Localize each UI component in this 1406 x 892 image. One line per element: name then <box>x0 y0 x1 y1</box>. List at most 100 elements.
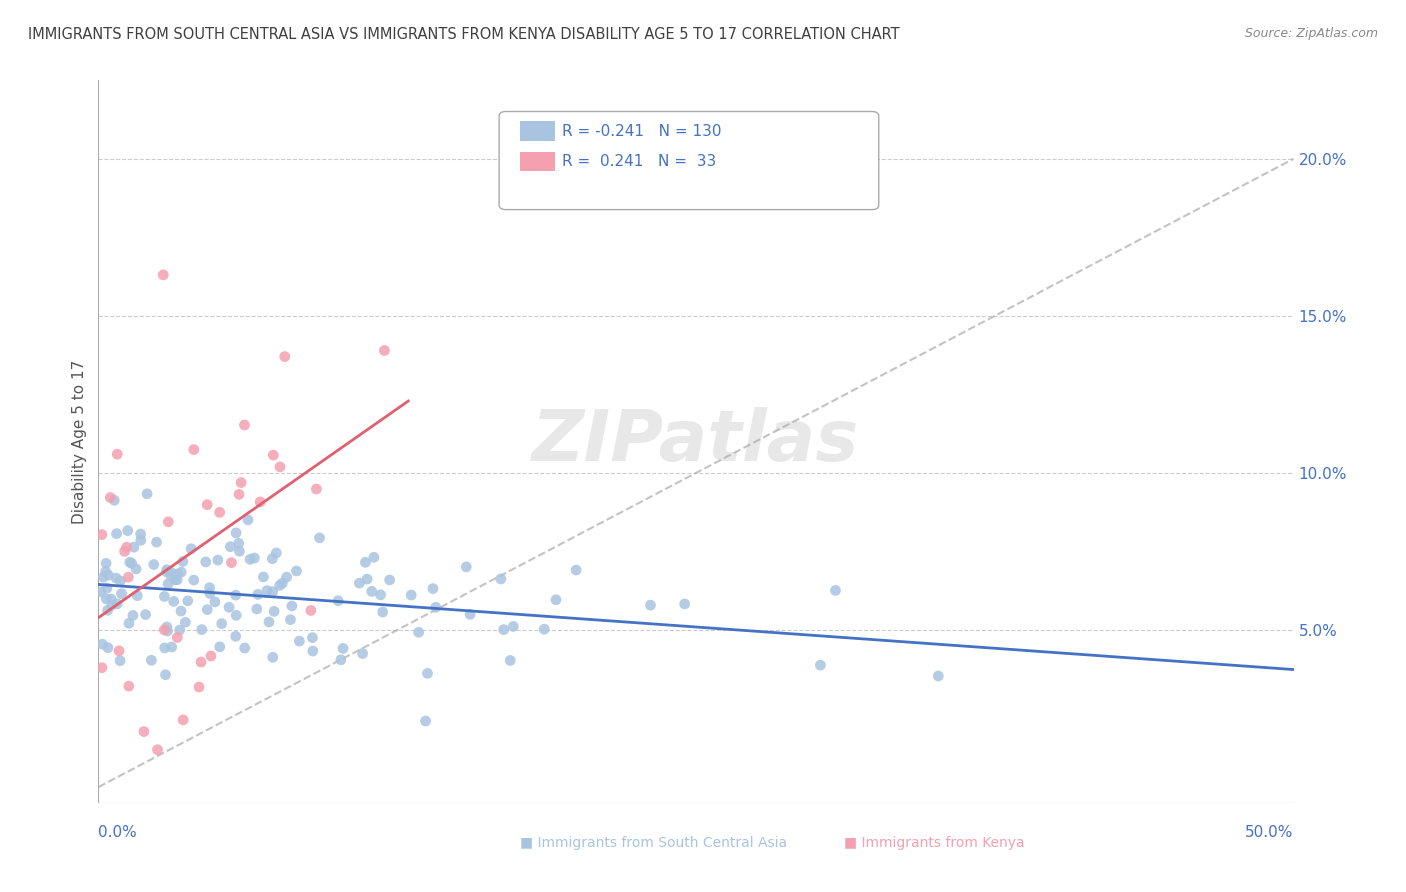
Point <box>262 650 284 665</box>
Point <box>172 555 194 569</box>
Point <box>198 581 221 595</box>
Point <box>121 556 143 570</box>
Point <box>533 622 555 636</box>
Point <box>105 571 128 585</box>
Point <box>262 448 284 462</box>
Point <box>141 653 163 667</box>
Point <box>127 589 149 603</box>
Text: Source: ZipAtlas.com: Source: ZipAtlas.com <box>1244 27 1378 40</box>
Point <box>195 602 218 616</box>
Point <box>208 505 231 519</box>
Point <box>544 592 567 607</box>
Point <box>166 573 188 587</box>
Point <box>246 587 269 601</box>
Point <box>349 576 371 591</box>
Point <box>288 634 311 648</box>
Point <box>146 743 169 757</box>
Point <box>105 526 128 541</box>
Point <box>198 586 221 600</box>
Point <box>269 578 291 592</box>
Point <box>262 551 284 566</box>
Point <box>156 563 179 577</box>
Point <box>207 553 229 567</box>
Point <box>183 442 205 457</box>
Point <box>225 588 247 602</box>
Point <box>165 573 187 587</box>
Point <box>281 599 304 613</box>
Point <box>129 533 152 548</box>
Point <box>101 598 124 612</box>
Point <box>415 714 437 728</box>
Point <box>328 593 350 607</box>
Point <box>271 576 294 591</box>
Point <box>94 565 117 579</box>
Point <box>356 572 378 586</box>
Point <box>177 594 200 608</box>
Point <box>360 584 382 599</box>
Point <box>824 583 846 598</box>
Point <box>489 572 512 586</box>
Point <box>422 582 444 596</box>
Point <box>225 608 247 623</box>
Point <box>105 447 128 461</box>
Point <box>218 600 240 615</box>
Point <box>352 647 374 661</box>
Point <box>117 570 139 584</box>
Text: IMMIGRANTS FROM SOUTH CENTRAL ASIA VS IMMIGRANTS FROM KENYA DISABILITY AGE 5 TO : IMMIGRANTS FROM SOUTH CENTRAL ASIA VS IM… <box>28 27 900 42</box>
Point <box>91 570 114 584</box>
Point <box>94 557 117 571</box>
Point <box>221 556 243 570</box>
Point <box>266 546 288 560</box>
Point <box>153 640 176 655</box>
Point <box>122 540 145 554</box>
Point <box>274 350 297 364</box>
Point <box>305 482 328 496</box>
Point <box>110 587 132 601</box>
Point <box>492 623 515 637</box>
Point <box>200 648 222 663</box>
Text: 0.0%: 0.0% <box>98 825 138 839</box>
Point <box>156 620 179 634</box>
Point <box>97 568 120 582</box>
Point <box>135 607 157 622</box>
Point <box>96 591 118 606</box>
Point <box>105 597 128 611</box>
Point <box>142 558 165 572</box>
Point <box>96 581 118 595</box>
Point <box>156 624 179 638</box>
Point <box>195 498 218 512</box>
Point <box>155 565 177 579</box>
Point <box>373 343 395 358</box>
Point <box>132 724 155 739</box>
Text: R =  0.241   N =  33: R = 0.241 N = 33 <box>562 154 717 169</box>
Point <box>263 604 285 618</box>
Point <box>211 616 233 631</box>
Text: ■ Immigrants from South Central Asia: ■ Immigrants from South Central Asia <box>520 836 787 850</box>
Point <box>136 487 159 501</box>
Point <box>378 573 401 587</box>
Point <box>153 590 176 604</box>
Point <box>456 560 478 574</box>
Point <box>332 641 354 656</box>
Point <box>276 570 298 584</box>
Point <box>257 615 280 629</box>
Point <box>98 491 121 505</box>
Point <box>97 603 120 617</box>
Point <box>108 654 131 668</box>
Point <box>125 562 148 576</box>
Point <box>169 623 191 637</box>
Point <box>301 631 323 645</box>
Point <box>927 669 949 683</box>
Point <box>233 640 256 655</box>
Point <box>90 527 112 541</box>
Point <box>160 640 183 654</box>
Point <box>157 515 180 529</box>
Point <box>236 513 259 527</box>
Point <box>399 588 422 602</box>
Point <box>252 570 274 584</box>
Point <box>117 524 139 538</box>
Point <box>243 551 266 566</box>
Point <box>231 475 253 490</box>
Point <box>256 583 278 598</box>
Point <box>170 604 193 618</box>
